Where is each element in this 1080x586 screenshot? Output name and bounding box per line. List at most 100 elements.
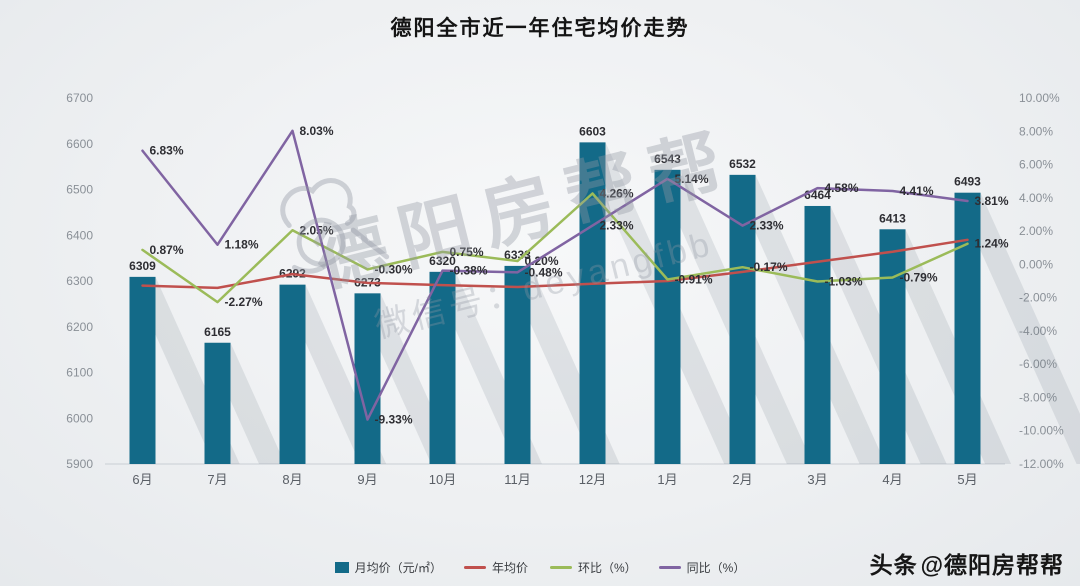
年均价-line bbox=[141, 238, 969, 290]
legend-label-yearly-avg: 年均价 bbox=[491, 561, 528, 575]
x-axis-label: 2月 bbox=[732, 472, 752, 487]
bar-value-label: 6320 bbox=[429, 254, 456, 268]
环比-point-label: 2.05% bbox=[300, 223, 334, 237]
同比-line bbox=[141, 129, 969, 421]
环比-point-label: -1.03% bbox=[825, 274, 863, 288]
monthly-avg-bar bbox=[954, 192, 981, 464]
bar-value-label: 6413 bbox=[879, 211, 906, 225]
bar-value-label: 6532 bbox=[729, 157, 756, 171]
toutiao-logo: 头条 bbox=[869, 552, 918, 578]
monthly-avg-bar bbox=[804, 205, 831, 464]
monthly-avg-bar bbox=[654, 169, 681, 464]
left-axis-tick: 6200 bbox=[66, 320, 93, 334]
x-axis-label: 11月 bbox=[504, 472, 531, 487]
同比-point-label: 2.33% bbox=[600, 219, 634, 233]
同比-point-label: 8.03% bbox=[300, 124, 334, 138]
left-axis-tick: 5900 bbox=[66, 457, 93, 471]
x-axis-label: 3月 bbox=[807, 472, 827, 487]
同比-point-label: 1.18% bbox=[225, 238, 259, 252]
x-axis-label: 10月 bbox=[429, 472, 456, 487]
monthly-avg-bar bbox=[204, 342, 231, 464]
bar-value-label: 6603 bbox=[579, 124, 606, 138]
legend-swatch-monthly-avg bbox=[334, 562, 349, 573]
环比-point-label: -0.79% bbox=[900, 271, 938, 285]
同比-point-label: -0.48% bbox=[525, 265, 563, 279]
right-axis-tick: 4.00% bbox=[1019, 191, 1053, 205]
monthly-avg-bar bbox=[429, 271, 456, 464]
x-axis-label: 9月 bbox=[357, 472, 377, 487]
right-axis-tick: 0.00% bbox=[1019, 257, 1053, 271]
right-axis-tick: -10.00% bbox=[1019, 424, 1064, 438]
x-axis-label: 1月 bbox=[657, 472, 677, 487]
bar-value-label: 6543 bbox=[654, 152, 681, 166]
bar-value-label: 6333 bbox=[504, 248, 531, 262]
left-axis-tick: 6700 bbox=[66, 91, 93, 105]
bar-value-label: 6493 bbox=[954, 175, 981, 189]
legend-label-mom: 环比（%） bbox=[578, 561, 637, 575]
x-axis-label: 7月 bbox=[207, 472, 227, 487]
legend-item-yearly-avg: 年均价 bbox=[463, 559, 528, 576]
left-axis-tick: 6400 bbox=[66, 228, 93, 242]
footer-attribution: 头条 @德阳房帮帮 bbox=[870, 546, 1064, 580]
x-axis-label: 8月 bbox=[282, 472, 302, 487]
monthly-avg-bar bbox=[879, 229, 906, 464]
环比-point-label: -0.17% bbox=[750, 260, 788, 274]
monthly-avg-bar bbox=[504, 265, 531, 464]
环比-point-label: -0.30% bbox=[375, 262, 413, 276]
right-axis-tick: 10.00% bbox=[1019, 91, 1060, 105]
legend-item-yoy: 同比（%） bbox=[658, 559, 746, 576]
环比-point-label: -2.27% bbox=[225, 295, 263, 309]
同比-point-label: 4.58% bbox=[825, 181, 859, 195]
环比-line bbox=[141, 192, 969, 304]
legend-label-yoy: 同比（%） bbox=[686, 561, 746, 575]
right-axis-tick: -6.00% bbox=[1019, 357, 1057, 371]
legend-item-mom: 环比（%） bbox=[550, 559, 637, 576]
同比-point-label: 3.81% bbox=[975, 194, 1009, 208]
right-axis-tick: -8.00% bbox=[1019, 390, 1057, 404]
同比-point-label: -9.33% bbox=[375, 413, 413, 427]
right-axis-tick: -12.00% bbox=[1019, 457, 1064, 471]
同比-point-label: 4.41% bbox=[900, 184, 934, 198]
legend-swatch-mom bbox=[550, 566, 572, 569]
left-axis-tick: 6300 bbox=[66, 274, 93, 288]
同比-point-label: -0.38% bbox=[450, 264, 488, 278]
环比-point-label: 0.75% bbox=[450, 245, 484, 259]
left-axis-tick: 6000 bbox=[66, 411, 93, 425]
环比-point-label: 0.20% bbox=[525, 254, 559, 268]
x-axis-label: 6月 bbox=[132, 472, 152, 487]
legend-swatch-yearly-avg bbox=[463, 566, 486, 569]
同比-point-label: 2.33% bbox=[750, 219, 784, 233]
legend-swatch-yoy bbox=[658, 566, 681, 569]
right-axis-tick: 2.00% bbox=[1019, 224, 1053, 238]
left-axis-tick: 6100 bbox=[66, 366, 93, 380]
环比-point-label: 1.24% bbox=[975, 237, 1009, 251]
right-axis-tick: -4.00% bbox=[1019, 324, 1057, 338]
legend-label-monthly-avg: 月均价（元/㎡） bbox=[354, 561, 442, 575]
x-axis-label: 4月 bbox=[882, 472, 902, 487]
right-axis-tick: 8.00% bbox=[1019, 124, 1053, 138]
right-axis-tick: 6.00% bbox=[1019, 158, 1053, 172]
legend-item-monthly-avg: 月均价（元/㎡） bbox=[334, 559, 442, 576]
monthly-avg-bar bbox=[279, 284, 306, 464]
left-axis-tick: 6600 bbox=[66, 137, 93, 151]
monthly-avg-bar bbox=[729, 174, 756, 465]
x-axis-label: 12月 bbox=[579, 472, 606, 487]
环比-point-label: 0.87% bbox=[150, 243, 184, 257]
同比-point-label: 6.83% bbox=[150, 144, 184, 158]
chart-legend: 月均价（元/㎡） 年均价 环比（%） 同比（%） bbox=[0, 559, 1080, 576]
环比-point-label: -0.91% bbox=[675, 273, 713, 287]
right-axis-tick: -2.00% bbox=[1019, 291, 1057, 305]
环比-point-label: 4.26% bbox=[600, 186, 634, 200]
同比-point-label: 5.14% bbox=[675, 172, 709, 186]
bar-shadow bbox=[804, 205, 947, 464]
monthly-avg-bar bbox=[354, 293, 381, 464]
bar-value-label: 6165 bbox=[204, 325, 231, 339]
monthly-avg-bar bbox=[579, 142, 606, 464]
account-handle: @德阳房帮帮 bbox=[920, 552, 1064, 578]
left-axis-tick: 6500 bbox=[66, 183, 93, 197]
bar-shadow bbox=[954, 192, 1080, 464]
monthly-avg-bar bbox=[129, 276, 156, 464]
x-axis-label: 5月 bbox=[957, 472, 977, 487]
